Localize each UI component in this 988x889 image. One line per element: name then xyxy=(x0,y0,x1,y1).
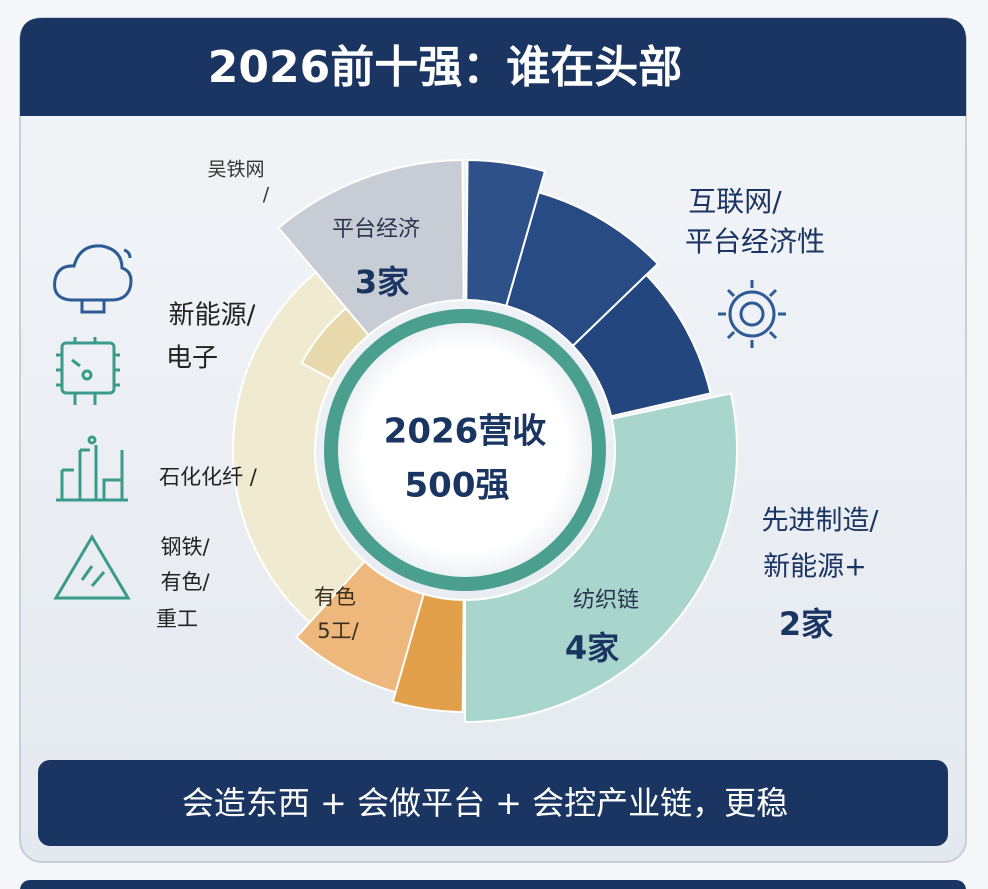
side-label: 平台经济性 xyxy=(685,225,825,258)
side-label: 新能源+ xyxy=(763,552,867,583)
icon-cloud xyxy=(53,244,133,314)
side-label: 有色/ xyxy=(160,570,210,594)
footer-text: 会造东西 + 会做平台 + 会控产业链，更稳 xyxy=(182,784,788,822)
icon-factory xyxy=(56,435,128,502)
side-label: 新能源/ xyxy=(169,301,256,331)
icon-gear xyxy=(718,280,786,348)
donut-segment xyxy=(277,159,465,337)
segment-label: 纺织链 xyxy=(573,588,639,613)
side-label: 吴铁网 xyxy=(207,159,264,181)
donut-segment xyxy=(391,592,465,713)
header-bar xyxy=(20,18,966,116)
donut-segment xyxy=(465,159,547,308)
segment-label: 5工/ xyxy=(317,619,359,643)
side-label: 石化化纤 / xyxy=(159,465,258,489)
segment-label: 平台经济 xyxy=(332,217,420,242)
donut-segment xyxy=(464,392,738,724)
side-label: / xyxy=(263,184,270,206)
donut-segment xyxy=(505,191,660,348)
side-count: 2家 xyxy=(779,605,833,643)
segment-label: 有色 xyxy=(314,585,356,609)
center-disc xyxy=(338,323,592,577)
side-label: 钢铁/ xyxy=(160,535,210,559)
donut-segment xyxy=(300,306,370,381)
labels: 2026营收 500强 平台经济 3家 纺织链 4家 有色 5工/ 吴铁网 / … xyxy=(156,159,879,668)
side-label: 重工 xyxy=(156,607,198,631)
next-panel-edge xyxy=(20,880,966,889)
side-label: 先进制造/ xyxy=(761,506,879,537)
title: 2026前十强：谁在头部 xyxy=(208,42,682,93)
segment-count: 4家 xyxy=(565,629,619,667)
footer-bar xyxy=(38,760,948,846)
donut-segment xyxy=(571,273,712,418)
center-label: 500强 xyxy=(405,466,510,506)
icon-chip xyxy=(56,337,120,405)
icon-warning xyxy=(53,534,131,600)
center-label: 2026营收 xyxy=(384,412,547,452)
donut xyxy=(232,159,738,724)
side-label: 互联网/ xyxy=(688,185,782,218)
segment-count: 3家 xyxy=(355,263,409,301)
side-label: 电子 xyxy=(166,344,218,374)
